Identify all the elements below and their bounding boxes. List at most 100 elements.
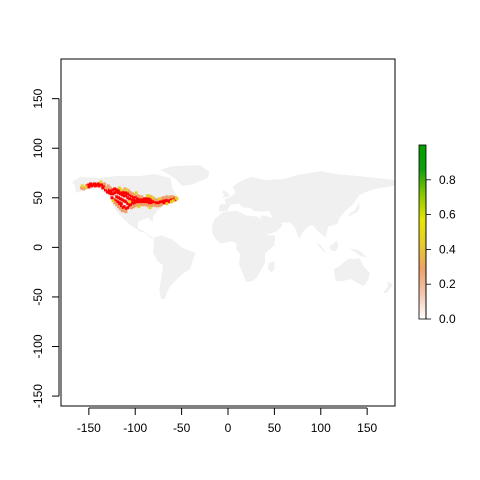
occurrence-point xyxy=(133,204,137,208)
occurrence-points-layer xyxy=(79,180,179,214)
indonesia-borneo-shape xyxy=(329,240,339,252)
y-axis: -150 -100 -50 0 50 100 150 xyxy=(31,88,60,408)
occurrence-point xyxy=(87,185,91,189)
occurrence-point xyxy=(136,200,140,204)
occurrence-point xyxy=(124,210,128,214)
occurrence-point xyxy=(122,194,126,198)
occurrence-point xyxy=(122,199,126,203)
occurrence-point xyxy=(150,204,154,208)
occurrence-point xyxy=(165,195,169,199)
occurrence-point xyxy=(163,196,167,200)
x-tick-label: 100 xyxy=(311,421,331,435)
occurrence-point xyxy=(106,184,110,188)
occurrence-point xyxy=(114,199,118,203)
japan-shape xyxy=(348,202,360,217)
occurrence-point xyxy=(146,197,150,201)
occurrence-point xyxy=(168,200,172,204)
occurrence-point xyxy=(128,193,132,197)
occurrence-point xyxy=(117,202,120,206)
occurrence-point xyxy=(156,204,159,208)
occurrence-point xyxy=(118,192,122,196)
occurrence-point xyxy=(145,201,149,205)
occurrence-point xyxy=(113,187,117,191)
occurrence-point xyxy=(115,190,119,194)
south-america-shape xyxy=(152,235,196,299)
occurrence-point xyxy=(132,202,136,206)
occurrence-point xyxy=(159,199,163,203)
occurrence-point xyxy=(92,182,96,186)
occurrence-point xyxy=(79,186,83,190)
occurrence-point xyxy=(104,188,107,192)
occurrence-point xyxy=(99,180,103,184)
occurrence-point xyxy=(147,202,151,206)
occurrence-point xyxy=(126,192,130,196)
occurrence-point xyxy=(157,197,161,201)
occurrence-point xyxy=(140,195,144,199)
occurrence-point xyxy=(165,202,169,206)
occurrence-point xyxy=(143,197,146,201)
occurrence-point xyxy=(119,188,123,192)
occurrence-point xyxy=(124,207,128,211)
occurrence-point xyxy=(120,209,124,213)
legend-tick-label: 0.8 xyxy=(439,173,456,187)
occurrence-point xyxy=(166,200,170,204)
occurrence-point xyxy=(169,195,172,199)
y-tick-label: 50 xyxy=(31,191,45,205)
occurrence-point xyxy=(118,207,122,211)
occurrence-point xyxy=(136,194,140,198)
occurrence-point xyxy=(137,203,141,207)
occurrence-point xyxy=(167,196,171,200)
occurrence-point xyxy=(142,201,146,205)
occurrence-point xyxy=(135,196,139,200)
occurrence-point xyxy=(84,185,88,189)
color-legend: 0.0 0.2 0.4 0.6 0.8 xyxy=(418,144,456,326)
occurrence-point xyxy=(111,188,115,192)
greenland-shape xyxy=(160,165,210,186)
occurrence-point xyxy=(126,202,130,206)
occurrence-point xyxy=(149,195,153,199)
occurrence-point xyxy=(152,203,156,207)
australia-shape xyxy=(333,258,370,286)
occurrence-point xyxy=(124,200,128,204)
occurrence-point xyxy=(130,201,134,205)
occurrence-point xyxy=(130,192,134,196)
occurrence-point xyxy=(159,203,163,207)
x-tick-label: -150 xyxy=(77,421,101,435)
occurrence-point xyxy=(97,184,101,188)
occurrence-point xyxy=(117,188,120,192)
occurrence-point xyxy=(101,186,105,190)
occurrence-point xyxy=(96,182,100,186)
occurrence-point xyxy=(124,194,128,198)
occurrence-point xyxy=(110,196,114,200)
occurrence-point xyxy=(130,194,133,198)
occurrence-point xyxy=(109,189,113,193)
occurrence-point xyxy=(143,200,147,204)
occurrence-point xyxy=(120,193,124,197)
occurrence-point xyxy=(108,186,112,190)
occurrence-point xyxy=(139,197,143,201)
occurrence-point xyxy=(137,205,141,209)
occurrence-point xyxy=(154,200,158,204)
occurrence-point xyxy=(138,201,142,205)
occurrence-point xyxy=(140,200,144,204)
occurrence-point xyxy=(150,198,154,202)
occurrence-point xyxy=(102,184,106,188)
occurrence-point xyxy=(116,200,120,204)
indonesia-sumatra-shape xyxy=(316,242,327,254)
occurrence-point xyxy=(165,198,169,202)
occurrence-point xyxy=(169,198,172,202)
occurrence-point xyxy=(152,199,156,203)
occurrence-point xyxy=(170,197,174,201)
y-tick-label: 0 xyxy=(31,244,45,251)
occurrence-point xyxy=(154,198,158,202)
new-zealand-shape xyxy=(382,281,394,293)
occurrence-point xyxy=(81,187,85,191)
arabia-shape xyxy=(260,215,283,235)
occurrence-point xyxy=(130,206,133,210)
occurrence-point xyxy=(127,189,131,193)
occurrence-point xyxy=(117,196,120,200)
occurrence-point xyxy=(113,191,117,195)
occurrence-point xyxy=(144,203,148,207)
occurrence-point xyxy=(115,188,119,192)
